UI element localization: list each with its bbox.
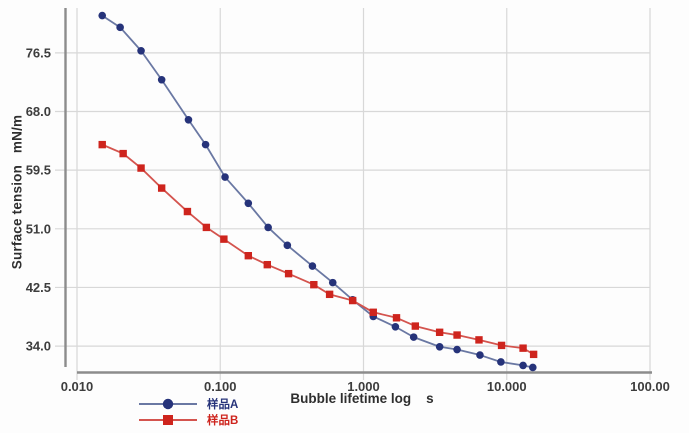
data-point-marker	[201, 140, 210, 149]
data-point-marker	[98, 140, 106, 149]
data-point-marker	[157, 184, 166, 192]
series-line-a	[101, 14, 533, 369]
data-point-marker	[116, 23, 124, 32]
data-point-marker	[348, 296, 357, 305]
data-point-marker	[202, 223, 211, 232]
data-point-marker	[283, 241, 292, 250]
data-point-marker	[308, 262, 317, 270]
data-point-marker	[328, 278, 337, 287]
data-point-marker	[529, 350, 538, 359]
data-point-marker	[119, 149, 127, 158]
data-point-marker	[284, 269, 293, 278]
x-tick-label: 1.000	[347, 379, 380, 394]
data-point-marker	[137, 46, 145, 55]
data-point-marker	[519, 344, 527, 352]
data-point-marker	[435, 328, 444, 336]
x-tick-label: 100.00	[630, 379, 670, 394]
x-axis-title: Bubble lifetime log s	[290, 391, 434, 406]
data-point-marker	[528, 363, 537, 372]
data-point-marker	[310, 280, 318, 289]
data-point-marker	[263, 260, 271, 269]
y-tick-label: 42.5	[26, 280, 51, 295]
data-point-marker	[453, 345, 461, 354]
y-tick-label: 68.0	[26, 104, 51, 119]
data-point-marker	[475, 336, 483, 344]
data-point-marker	[157, 75, 166, 84]
data-point-marker	[220, 235, 228, 243]
legend-label-sample-b: 样品B	[207, 415, 239, 427]
series-b-line-square-icon	[139, 415, 197, 425]
y-tick-label: 76.5	[26, 45, 51, 60]
x-tick-label: 0.100	[204, 379, 237, 394]
data-point-marker	[184, 115, 193, 124]
data-point-marker	[476, 351, 484, 359]
y-tick-label: 59.5	[26, 163, 51, 178]
data-point-marker	[409, 333, 418, 341]
data-point-marker	[369, 308, 377, 316]
data-point-marker	[221, 173, 229, 181]
legend: 样品A 样品B	[138, 396, 238, 428]
data-point-marker	[391, 322, 400, 331]
x-tick-label: 10.000	[487, 379, 527, 394]
x-tick-label: 0.010	[61, 379, 94, 394]
data-point-marker	[497, 358, 505, 366]
data-point-marker	[244, 199, 253, 208]
data-point-marker	[98, 11, 107, 20]
data-point-marker	[325, 290, 334, 299]
data-point-marker	[244, 252, 253, 260]
y-axis-title: Surface tension mN/m	[9, 114, 25, 270]
legend-label-sample-a: 样品A	[207, 399, 239, 411]
series-line-b	[101, 143, 535, 356]
series-a-line-circle-icon	[139, 398, 197, 410]
data-point-marker	[519, 361, 527, 370]
legend-item-sample-b: 样品B	[138, 412, 238, 428]
data-point-marker	[497, 341, 506, 350]
data-point-marker	[411, 322, 420, 330]
y-tick-label: 51.0	[26, 221, 51, 236]
data-point-marker	[137, 164, 145, 172]
data-point-marker	[453, 331, 461, 339]
data-point-marker	[183, 207, 192, 216]
y-tick-label: 34.0	[26, 339, 51, 354]
data-point-marker	[392, 314, 401, 322]
data-point-marker	[264, 223, 272, 232]
data-point-marker	[435, 342, 444, 351]
legend-item-sample-a: 样品A	[138, 396, 238, 412]
